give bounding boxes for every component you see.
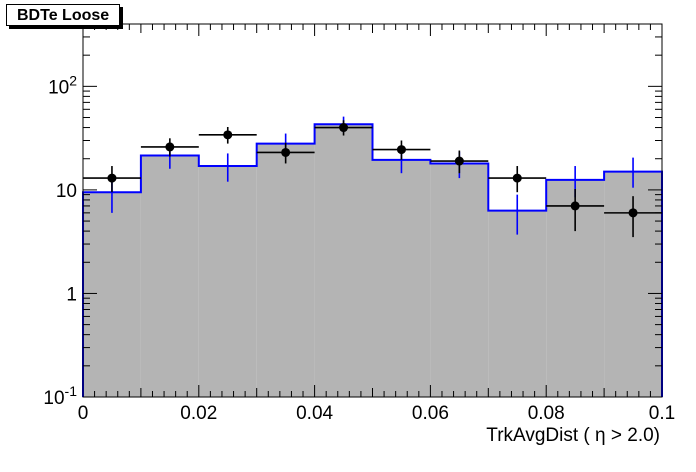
x-axis-label: TrkAvgDist ( η > 2.0)	[486, 425, 660, 446]
chart-title-box: BDTe Loose	[6, 4, 121, 26]
filled-histogram-bar	[83, 192, 141, 397]
filled-histogram-bar	[488, 210, 547, 397]
y-tick-label: 102	[48, 72, 77, 98]
filled-histogram-bar	[140, 155, 199, 397]
data-point	[454, 156, 464, 166]
data-point	[396, 145, 406, 155]
y-tick-label: 10-1	[43, 383, 77, 409]
x-tick-label: 0.06	[412, 403, 449, 424]
data-point	[223, 130, 233, 140]
filled-histogram-bar	[198, 166, 257, 397]
data-point	[628, 208, 638, 218]
data-point	[281, 147, 291, 157]
x-tick-label: 0.04	[296, 403, 333, 424]
filled-histogram-bar	[372, 159, 431, 397]
data-point	[570, 201, 580, 211]
data-point	[512, 173, 522, 183]
x-tick-label: 0.1	[649, 403, 675, 424]
axes-layer: 10-1 1 10 102 0 0.02 0.04 0.06 0.08 0.1	[43, 23, 675, 424]
chart-title: BDTe Loose	[17, 7, 110, 24]
data-point	[165, 142, 175, 152]
x-tick-label: 0.02	[180, 403, 217, 424]
data-point	[107, 173, 117, 183]
y-tick-label: 1	[66, 284, 77, 305]
y-tick-label: 10	[56, 181, 77, 202]
data-point	[339, 123, 349, 133]
x-tick-label: 0.08	[528, 403, 565, 424]
filled-histogram-bar	[256, 143, 315, 397]
x-tick-label: 0	[78, 403, 89, 424]
filled-histogram-bar	[430, 163, 489, 397]
filled-histogram-bar	[314, 124, 373, 398]
data-points-layer	[83, 120, 662, 238]
histogram-layer	[82, 116, 663, 398]
